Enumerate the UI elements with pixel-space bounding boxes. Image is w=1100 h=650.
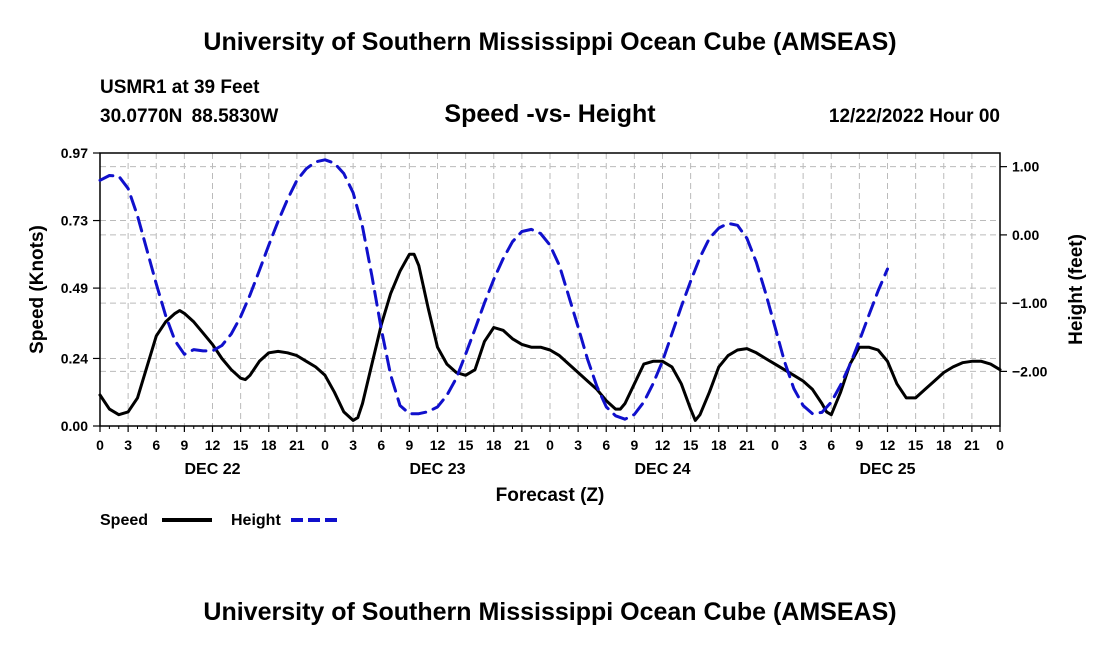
- x-tick-label: 15: [683, 437, 699, 453]
- x-tick-label: 18: [261, 437, 277, 453]
- x-tick-label: 6: [377, 437, 385, 453]
- y-left-tick-label: 0.73: [61, 213, 88, 229]
- x-tick-label: 9: [405, 437, 413, 453]
- x-tick-label: 15: [458, 437, 474, 453]
- forecast-datetime: 12/22/2022 Hour 00: [828, 106, 1000, 127]
- y-left-tick-label: 0.49: [61, 280, 88, 296]
- x-tick-label: 0: [771, 437, 779, 453]
- x-tick-label: 9: [630, 437, 638, 453]
- y-right-axis-title: Height (feet): [1066, 234, 1087, 345]
- y-right-tick-label: 1.00: [1012, 159, 1039, 175]
- station-label: USMR1 at 39 Feet: [100, 77, 260, 98]
- x-tick-label: 21: [739, 437, 755, 453]
- y-left-axis-title: Speed (Knots): [27, 225, 48, 354]
- x-axis-title: Forecast (Z): [496, 485, 605, 506]
- x-tick-label: 21: [964, 437, 980, 453]
- x-tick-label: 6: [152, 437, 160, 453]
- y-left-tick-label: 0.97: [61, 145, 88, 161]
- x-tick-label: 0: [96, 437, 104, 453]
- x-tick-label: 12: [880, 437, 896, 453]
- x-tick-label: 6: [827, 437, 835, 453]
- x-tick-label: 9: [180, 437, 188, 453]
- series-line-speed: [98, 252, 1002, 422]
- day-label: DEC 24: [634, 461, 690, 478]
- x-tick-label: 3: [124, 437, 132, 453]
- page-title: University of Southern Mississippi Ocean…: [203, 28, 897, 56]
- x-tick-label: 9: [855, 437, 863, 453]
- legend-label-height: Height: [231, 512, 281, 529]
- day-label: DEC 23: [409, 461, 465, 478]
- day-label: DEC 25: [859, 461, 915, 478]
- x-tick-label: 6: [602, 437, 610, 453]
- y-right-tick-label: 0.00: [1012, 227, 1039, 243]
- x-tick-label: 21: [514, 437, 530, 453]
- x-tick-label: 21: [289, 437, 305, 453]
- x-tick-label: 12: [430, 437, 446, 453]
- y-left-tick-label: 0.00: [61, 418, 88, 434]
- chart-subtitle: Speed -vs- Height: [444, 100, 656, 128]
- x-tick-label: 12: [655, 437, 671, 453]
- x-tick-label: 18: [936, 437, 952, 453]
- x-tick-label: 0: [996, 437, 1004, 453]
- x-tick-label: 18: [711, 437, 727, 453]
- station-coordinates: 30.0770N 88.5830W: [100, 106, 279, 127]
- x-tick-label: 3: [799, 437, 807, 453]
- y-right-tick-label: −1.00: [1012, 295, 1048, 311]
- x-tick-label: 18: [486, 437, 502, 453]
- x-tick-label: 3: [349, 437, 357, 453]
- x-tick-label: 3: [574, 437, 582, 453]
- legend-label-speed: Speed: [100, 512, 148, 529]
- x-tick-label: 15: [908, 437, 924, 453]
- page-footer-title: University of Southern Mississippi Ocean…: [203, 598, 897, 626]
- series-line-height: [98, 158, 889, 421]
- x-tick-label: 0: [321, 437, 329, 453]
- day-label: DEC 22: [184, 461, 240, 478]
- y-left-tick-label: 0.24: [61, 350, 88, 366]
- x-tick-label: 0: [546, 437, 554, 453]
- x-tick-label: 12: [205, 437, 221, 453]
- x-tick-label: 15: [233, 437, 249, 453]
- y-right-tick-label: −2.00: [1012, 363, 1048, 379]
